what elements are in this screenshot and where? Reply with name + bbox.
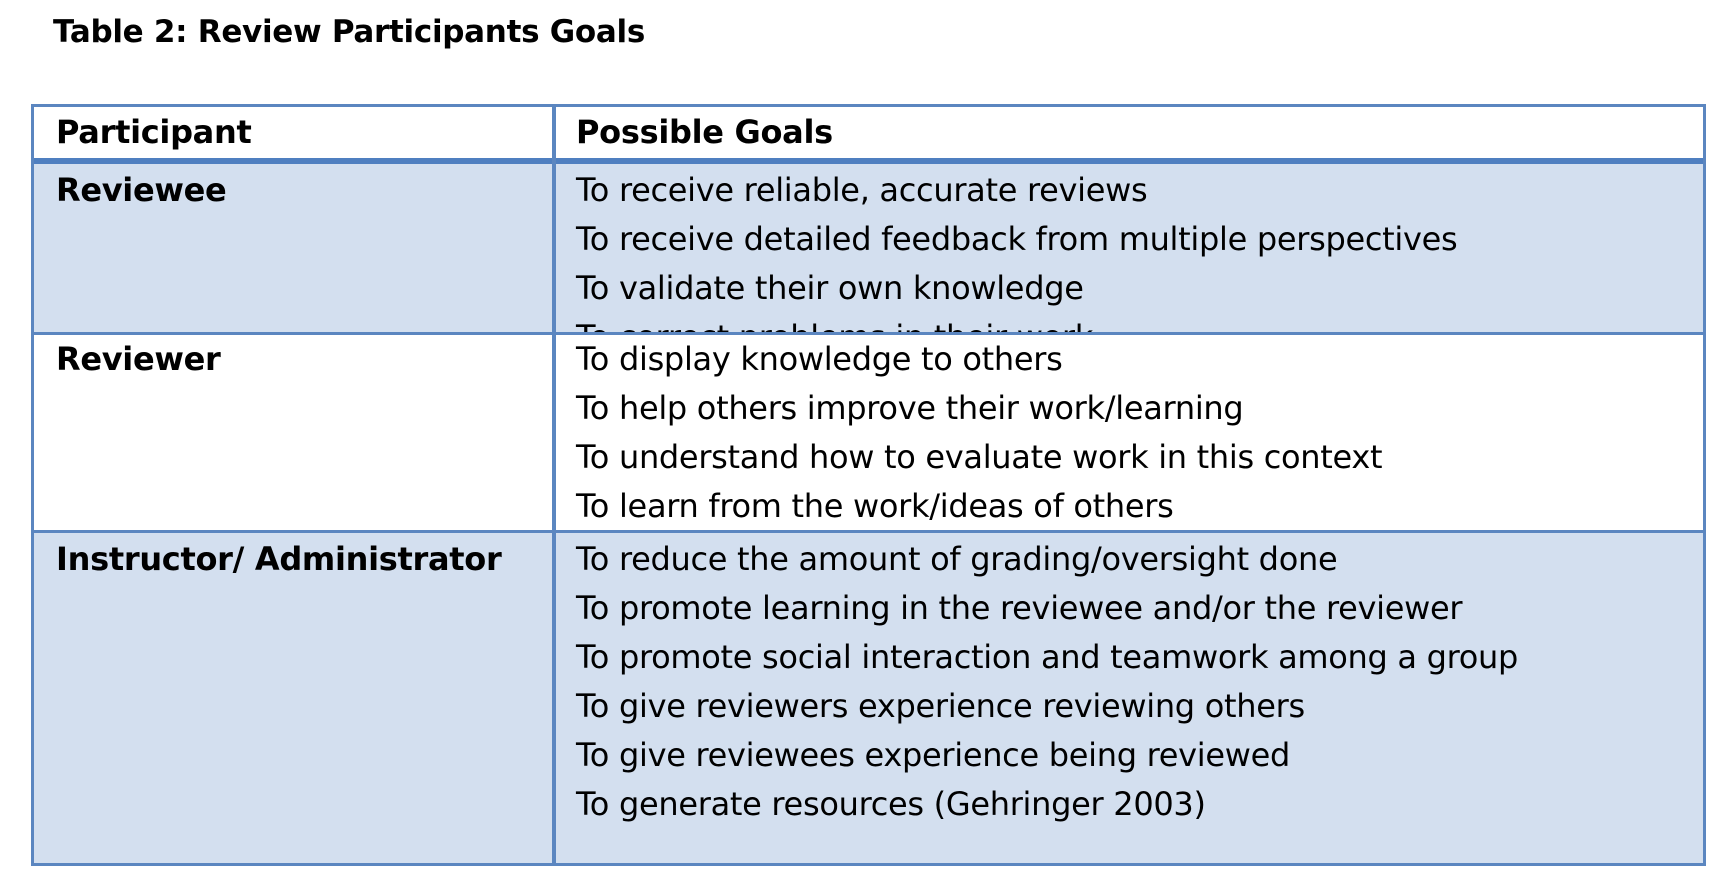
table-caption: Table 2: Review Participants Goals: [53, 14, 645, 50]
goal-item: To generate resources (Gehringer 2003): [576, 785, 1206, 823]
goal-item: To validate their own knowledge: [576, 269, 1084, 307]
goal-item: To understand how to evaluate work in th…: [576, 438, 1383, 476]
goal-item: To reduce the amount of grading/oversigh…: [576, 540, 1338, 578]
goals-cell: To reduce the amount of grading/oversigh…: [576, 535, 1518, 829]
participant-cell: Reviewee: [56, 171, 227, 209]
header-divider: [34, 158, 1703, 164]
table-row-instructor-administrator: Instructor/ Administrator To reduce the …: [34, 533, 1703, 863]
table-row-reviewee: Reviewee To receive reliable, accurate r…: [34, 164, 1703, 356]
goal-item: To receive reliable, accurate reviews: [576, 171, 1148, 209]
participant-cell: Reviewer: [56, 340, 221, 378]
table-header-row: Participant Possible Goals: [34, 107, 1703, 158]
goal-item: To give reviewers experience reviewing o…: [576, 687, 1305, 725]
row-divider: [34, 332, 1703, 335]
table-row-reviewer: Reviewer To display knowledge to others …: [34, 335, 1703, 530]
goal-item: To display knowledge to others: [576, 340, 1063, 378]
goal-item: To help others improve their work/learni…: [576, 389, 1244, 427]
row-divider: [34, 530, 1703, 533]
header-possible-goals: Possible Goals: [576, 113, 833, 151]
goal-item: To promote social interaction and teamwo…: [576, 638, 1519, 676]
goal-item: To give reviewees experience being revie…: [576, 736, 1291, 774]
goal-item: To learn from the work/ideas of others: [576, 487, 1174, 525]
goal-item: To receive detailed feedback from multip…: [576, 220, 1458, 258]
participant-cell: Instructor/ Administrator: [56, 540, 502, 578]
header-participant: Participant: [56, 113, 252, 151]
goal-item: To promote learning in the reviewee and/…: [576, 589, 1463, 627]
participants-goals-table: Participant Possible Goals Reviewee To r…: [31, 104, 1706, 866]
column-divider: [552, 107, 556, 863]
goals-cell: To display knowledge to others To help o…: [576, 335, 1383, 531]
